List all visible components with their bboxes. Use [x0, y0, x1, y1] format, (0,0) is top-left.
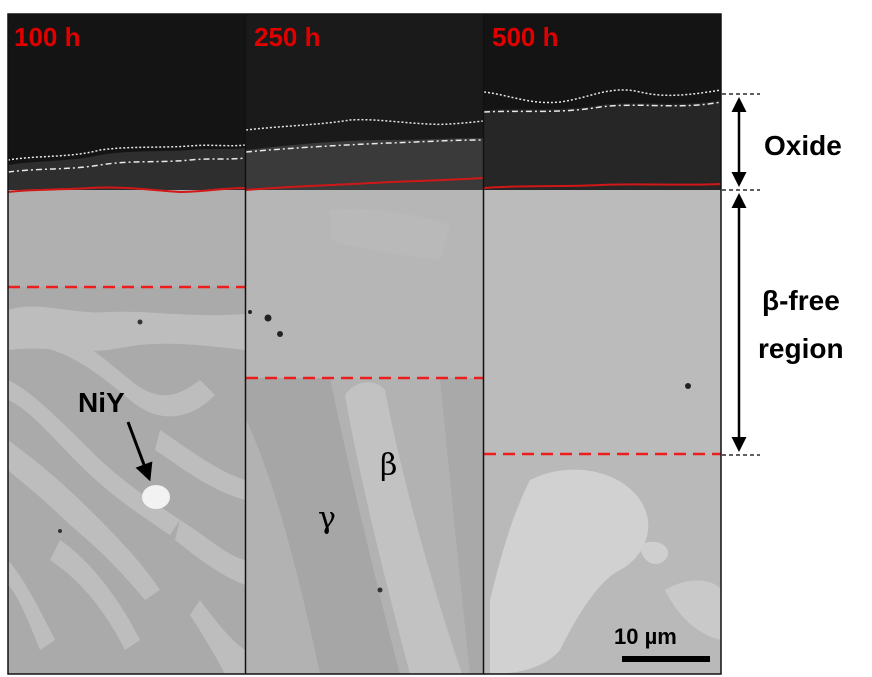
beta-free-label-line1: β-free [762, 285, 840, 316]
panel-label-500h: 500 h [492, 22, 559, 52]
scale-bar-label: 10 µm [614, 624, 677, 649]
niy-arrow [126, 421, 153, 482]
metal-oxide-interface [8, 186, 245, 194]
beta-label: β [380, 448, 397, 483]
beta-free-label-line2: region [758, 333, 844, 364]
metal-oxide-interface [484, 183, 721, 189]
oxide-label: Oxide [764, 130, 842, 161]
panel-250h [246, 14, 483, 674]
scale-bar [622, 656, 710, 662]
panel-500h [484, 14, 721, 674]
gamma-label: γ [318, 501, 336, 536]
panel-label-250h: 250 h [254, 22, 321, 52]
panel-label-100h: 100 h [14, 22, 81, 52]
niy-label: NiY [78, 387, 125, 418]
panel-100h [8, 14, 245, 674]
thickness-annotations [722, 93, 760, 456]
metal-oxide-interface [246, 177, 483, 191]
niy-particle [142, 485, 170, 509]
